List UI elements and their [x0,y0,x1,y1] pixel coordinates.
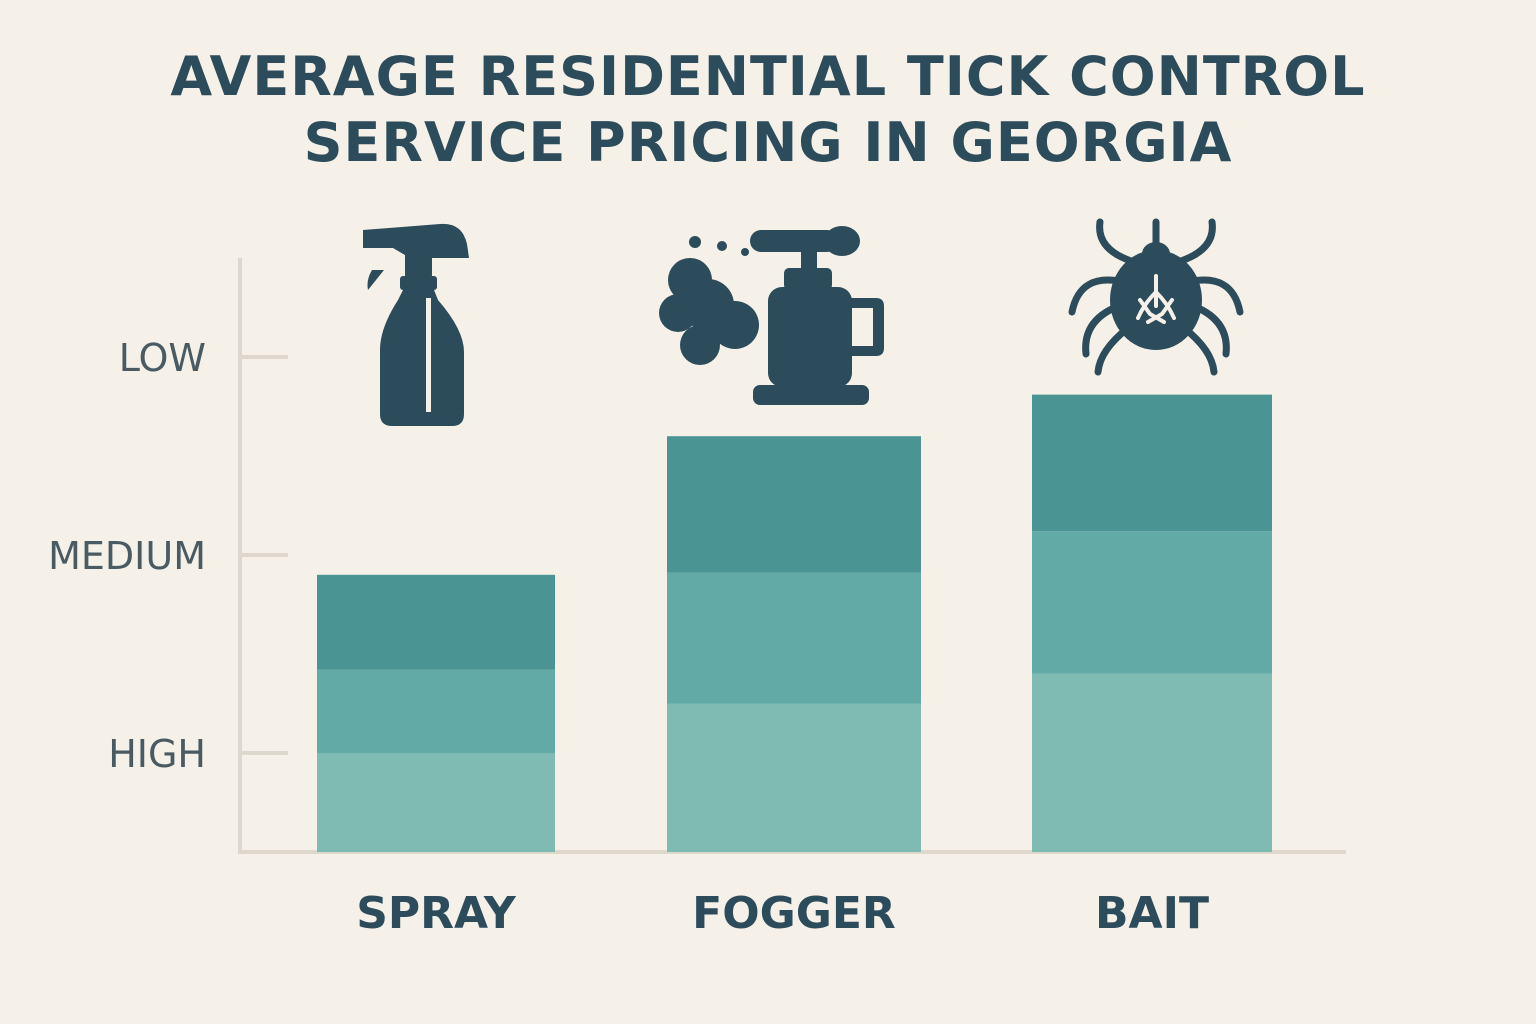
x-tick-label: FOGGER [692,888,896,939]
x-tick-label: BAIT [1095,888,1209,939]
chart-title-line-1: AVERAGE RESIDENTIAL TICK CONTROL [170,45,1366,108]
chart-title-line-2: SERVICE PRICING IN GEORGIA [303,111,1233,174]
x-tick-label: SPRAY [356,888,517,939]
bar-segment-spray-1 [317,753,555,852]
bar-segment-spray-3 [317,574,555,670]
fogger-icon [659,226,884,405]
bar-segment-spray-2 [317,669,555,753]
y-tick-label: LOW [119,336,206,380]
bar-segment-bait-2 [1032,531,1272,674]
y-axis-ticks: LOW MEDIUM HIGH [48,336,288,776]
x-axis-labels: SPRAY FOGGER BAIT [356,888,1209,939]
y-tick-label: MEDIUM [48,534,206,578]
spray-bottle-icon [363,223,469,426]
bar-segment-fogger-3 [667,436,921,573]
chart-title: AVERAGE RESIDENTIAL TICK CONTROL SERVICE… [0,44,1536,176]
bar-segment-bait-1 [1032,673,1272,852]
y-tick-label: HIGH [108,732,206,776]
chart-bars [317,394,1272,852]
bar-segment-fogger-1 [667,703,921,852]
bar-segment-fogger-2 [667,572,921,704]
bar-segment-bait-3 [1032,394,1272,532]
tick-icon [1068,218,1244,376]
